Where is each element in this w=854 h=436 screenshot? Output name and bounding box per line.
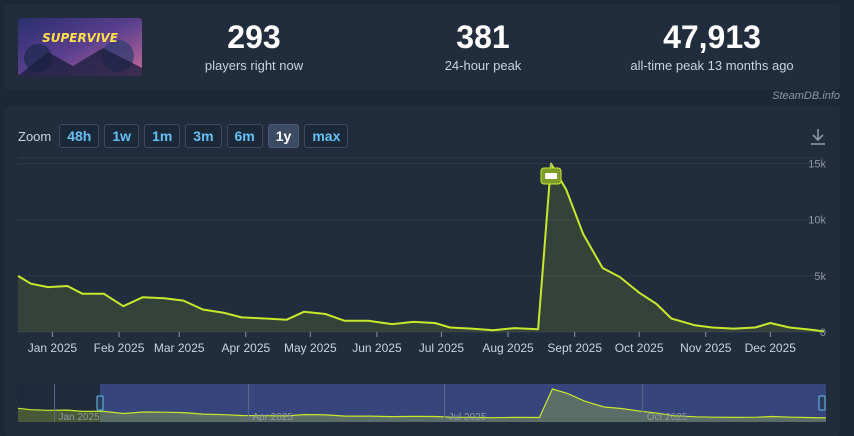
x-tick-label: Apr 2025 — [221, 341, 270, 355]
steamdb-credit[interactable]: SteamDB.info — [772, 90, 840, 102]
zoom-1m-button[interactable]: 1m — [144, 124, 181, 148]
stat-label: players right now — [204, 58, 304, 73]
navigator-tick-label: Oct 2025 — [647, 412, 688, 423]
x-tick-label: Oct 2025 — [615, 341, 664, 355]
game-capsule-image[interactable]: SUPERVIVE — [18, 18, 142, 76]
y-axis: 0 5k 10k 15k — [808, 159, 826, 339]
stat-value: 381 — [456, 19, 510, 55]
zoom-48h-button[interactable]: 48h — [59, 124, 100, 148]
download-icon[interactable] — [810, 128, 826, 151]
navigator-area — [18, 389, 826, 422]
y-tick-label: 5k — [814, 271, 826, 283]
y-tick-label: 15k — [808, 159, 826, 171]
x-axis: Jan 2025 Feb 2025 Mar 2025 Apr 2025 May 2025… — [28, 332, 797, 355]
stat-all-time-peak: 47,913 all-time peak 13 months ago — [612, 18, 812, 73]
navigator-tick-label: Jan 2025 — [58, 412, 100, 423]
navigator-selection[interactable] — [100, 384, 826, 422]
x-tick-label: Jun 2025 — [352, 341, 402, 355]
navigator-handle-right[interactable] — [818, 395, 826, 411]
x-tick-label: Jan 2025 — [28, 341, 78, 355]
stat-value: 47,913 — [663, 19, 761, 55]
stats-card: SUPERVIVE 293 players right now 381 24-h… — [4, 4, 840, 90]
stat-label: all-time peak 13 months ago — [630, 58, 794, 73]
player-series-line — [17, 162, 825, 333]
player-area-fill — [18, 163, 824, 332]
stat-players-now: 293 players right now — [154, 18, 354, 73]
stat-24h-peak: 381 24-hour peak — [383, 18, 583, 73]
player-count-chart[interactable]: 0 5k 10k 15k Jan 2025 Feb 2025 Mar 2025 Apr 20… — [4, 106, 840, 436]
x-tick-label: Jul 2025 — [419, 341, 465, 355]
x-tick-label: Feb 2025 — [94, 341, 145, 355]
x-tick-label: May 2025 — [284, 341, 337, 355]
navigator-tick-label: Jul 2025 — [448, 412, 486, 423]
zoom-max-button[interactable]: max — [304, 124, 349, 148]
zoom-6m-button[interactable]: 6m — [226, 124, 263, 148]
navigator-line — [17, 388, 827, 419]
steam-event-glyph — [545, 173, 558, 179]
player-chart-card: Zoom 48h 1w 1m 3m 6m 1y max 0 5k 10k 15k Ja… — [4, 106, 840, 436]
x-tick-label: Aug 2025 — [482, 341, 534, 355]
stat-label: 24-hour peak — [444, 58, 522, 73]
navigator-tick-label: Apr 2025 — [252, 412, 293, 423]
zoom-controls: Zoom 48h 1w 1m 3m 6m 1y max — [18, 124, 353, 148]
event-marker[interactable] — [540, 163, 562, 185]
chart-area — [17, 162, 825, 333]
game-logo-text: SUPERVIVE — [42, 31, 119, 45]
stat-value: 293 — [227, 19, 281, 55]
navigator-handle-left[interactable] — [96, 395, 104, 411]
x-tick-label: Mar 2025 — [154, 341, 205, 355]
zoom-label: Zoom — [18, 128, 52, 144]
x-tick-label: Nov 2025 — [680, 341, 732, 355]
y-tick-label: 10k — [808, 215, 826, 227]
zoom-1w-button[interactable]: 1w — [104, 124, 140, 148]
x-tick-label: Sept 2025 — [547, 341, 602, 355]
y-tick-label: 0 — [820, 327, 826, 339]
x-tick-label: Dec 2025 — [745, 341, 797, 355]
chart-gridlines — [18, 157, 824, 333]
zoom-3m-button[interactable]: 3m — [185, 124, 222, 148]
zoom-1y-button[interactable]: 1y — [267, 124, 300, 148]
chart-navigator[interactable]: Jan 2025 Apr 2025 Jul 2025 Oct 2025 — [17, 384, 827, 423]
